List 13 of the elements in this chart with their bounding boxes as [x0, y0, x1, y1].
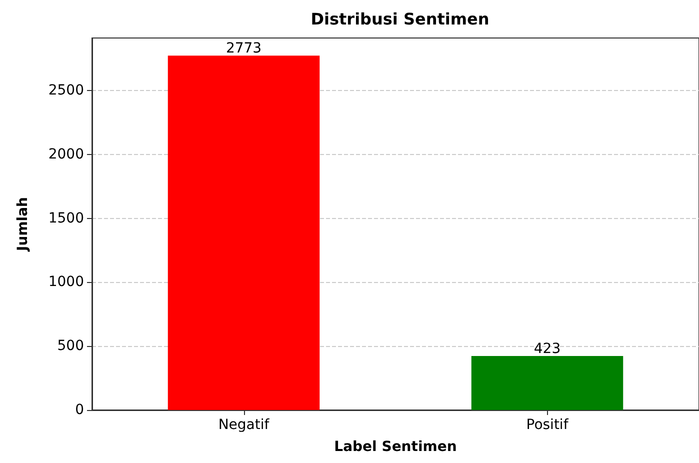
y-tick-label: 2000: [48, 146, 84, 162]
chart-title: Distribusi Sentimen: [310, 10, 490, 28]
x-tick-label: Positif: [526, 417, 570, 433]
x-axis-title: Label Sentimen: [334, 439, 457, 455]
x-tick-label: Negatif: [218, 417, 270, 433]
y-tick-label: 1000: [48, 274, 84, 290]
y-tick-label: 500: [57, 338, 84, 354]
y-tick-label: 2500: [48, 82, 84, 99]
y-tick-label: 1500: [48, 210, 84, 226]
data-label: 423: [534, 340, 561, 357]
data-label: 2773: [226, 40, 262, 57]
y-tick-label: 0: [75, 402, 84, 418]
y-axis-title: Jumlah: [15, 197, 31, 252]
